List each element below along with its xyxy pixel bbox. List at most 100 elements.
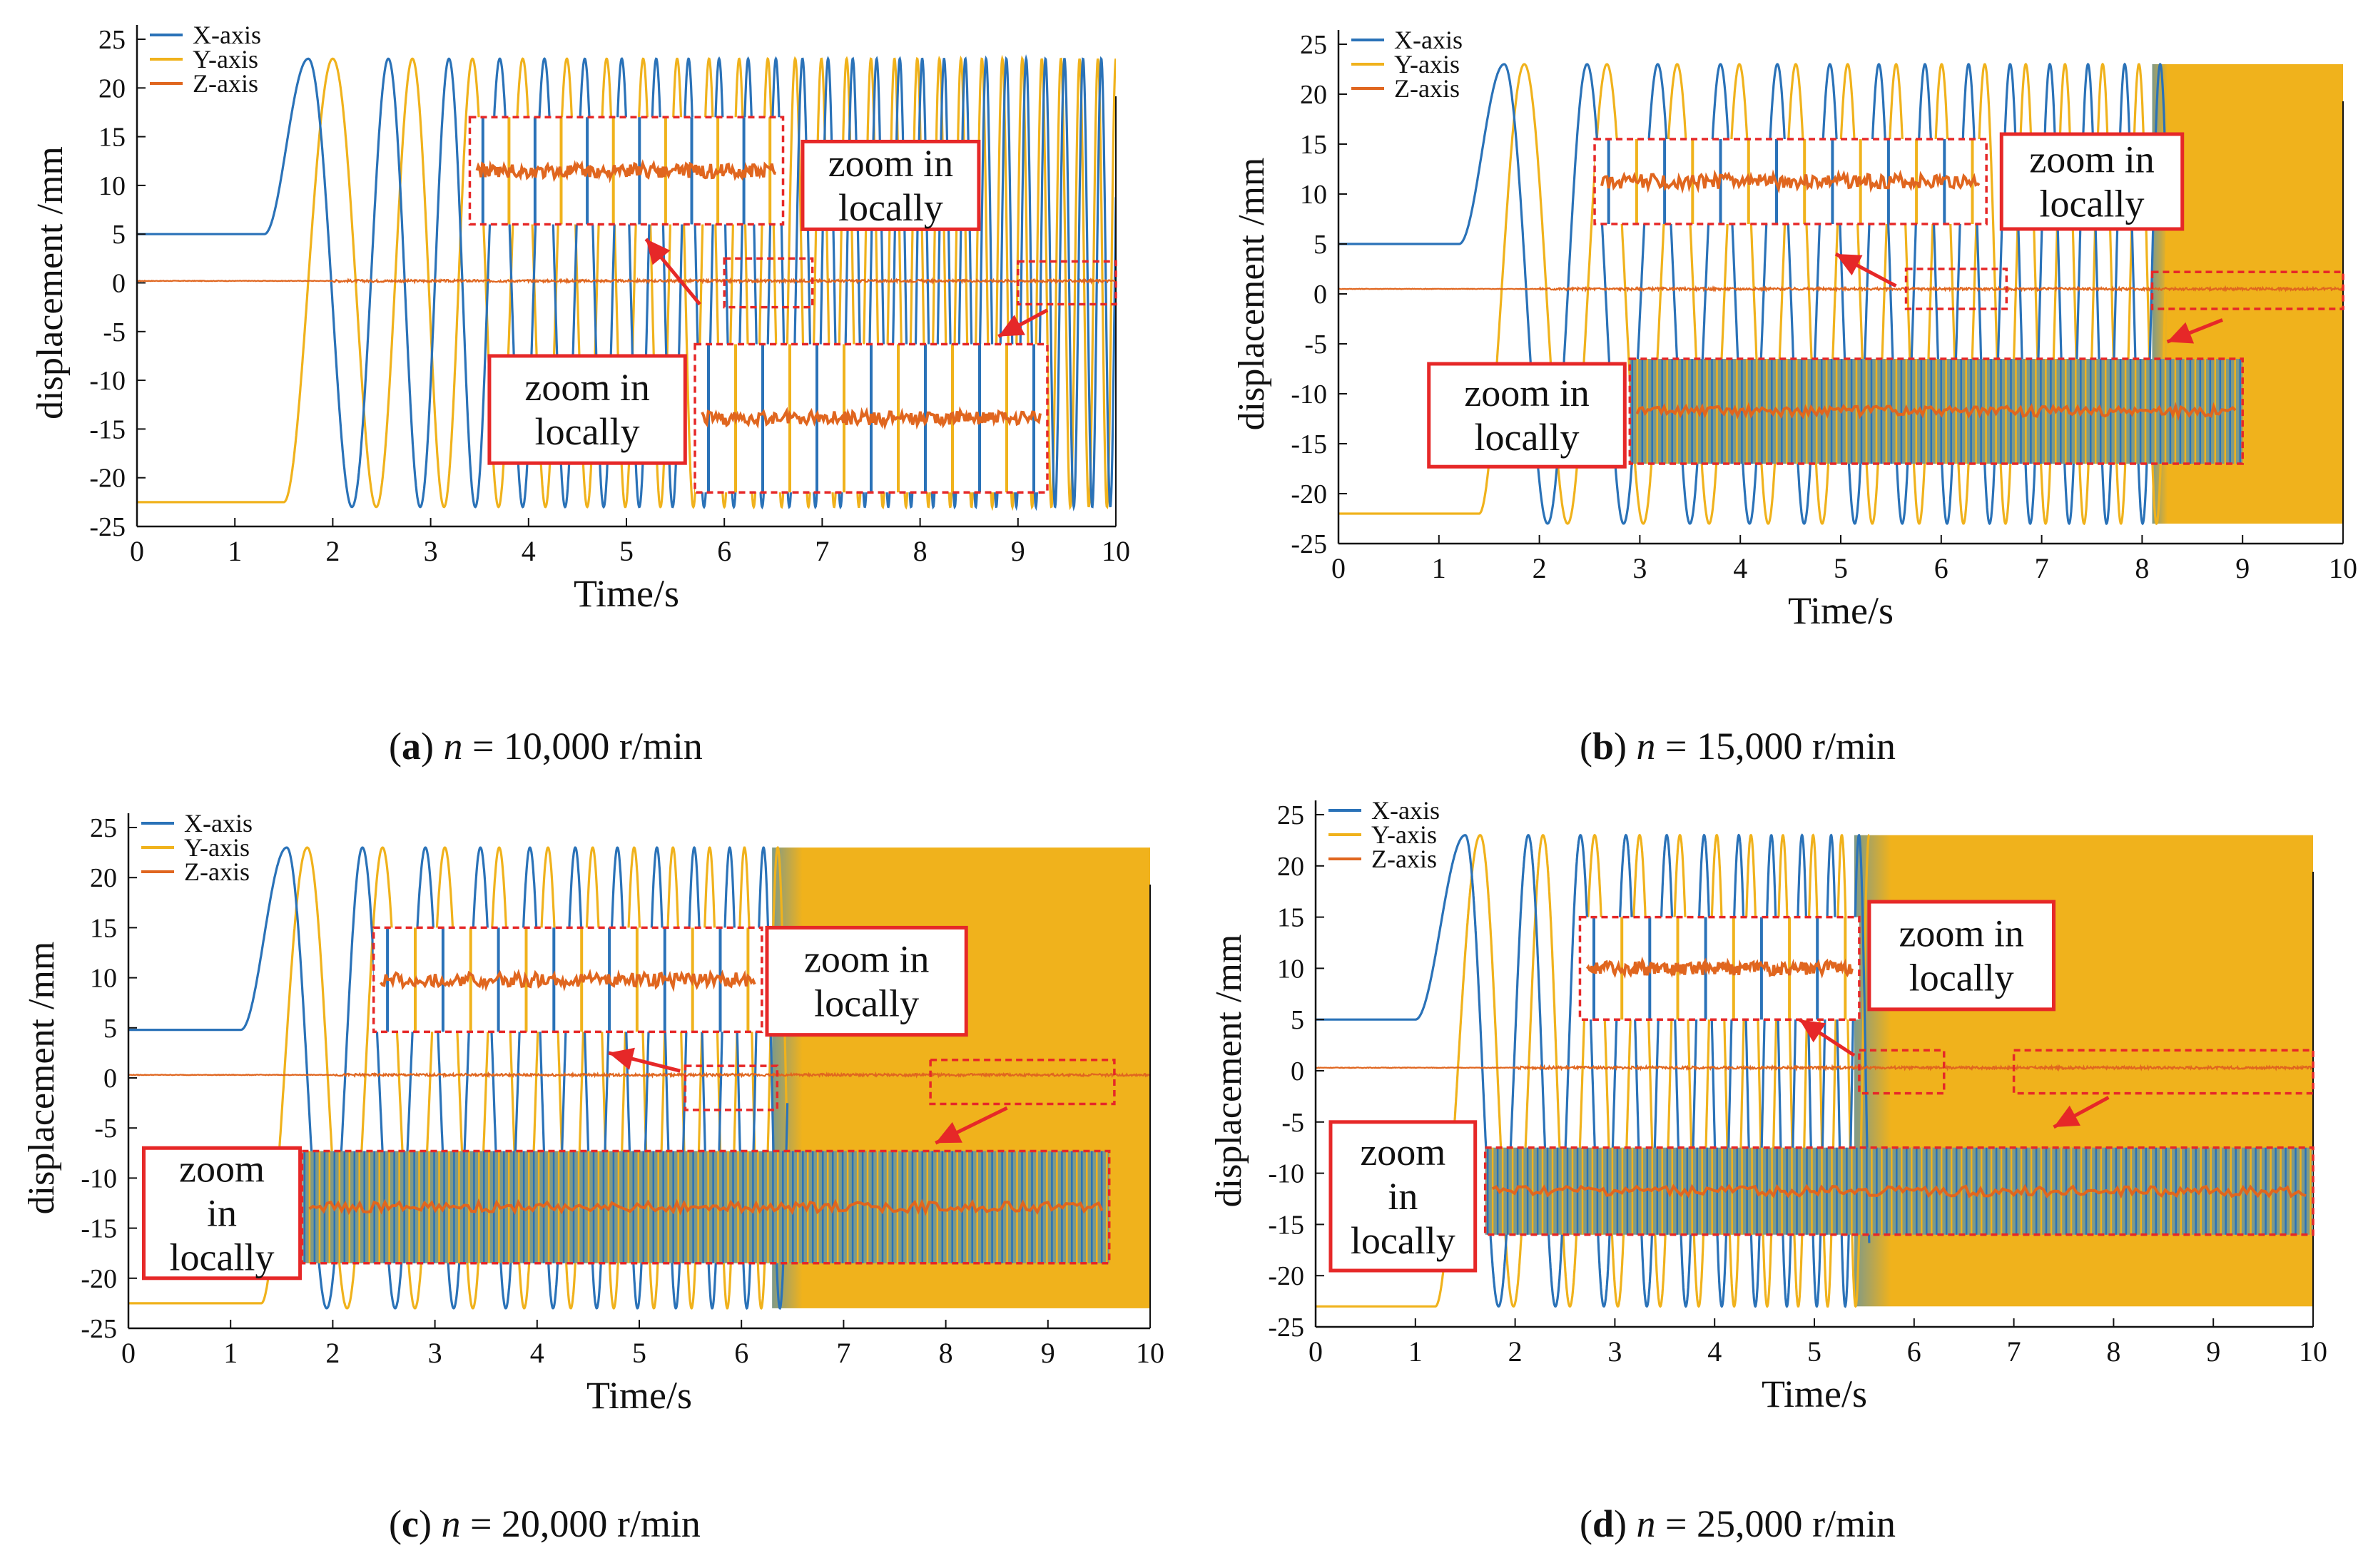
panel-d-zoom-label-2-text: zoom <box>1360 1131 1445 1174</box>
panel-d-y-tick-label: 10 <box>1277 954 1304 984</box>
panel-c-zoom-inset-1-background <box>373 927 762 1032</box>
panel-a-zoom-source-2 <box>1017 260 1117 306</box>
panel-d-zoom-inset-1-z-trace <box>1585 956 1854 979</box>
panel-c-x-tick-label: 9 <box>1041 1337 1055 1369</box>
panel-c-zoom-arrow-1-head <box>609 1047 635 1070</box>
panel-c-y-tick-label: -20 <box>81 1264 117 1294</box>
panel-b-x-tick-label: 8 <box>2135 552 2149 584</box>
panel-a-zoom-source-1 <box>723 257 814 309</box>
panel-b-y-tick-label: 0 <box>1313 280 1327 310</box>
panel-b-x-tick-label: 3 <box>1632 552 1647 584</box>
panel-a-x-tick-label: 10 <box>1102 535 1130 567</box>
panel-a-zoom-label-1 <box>801 139 981 231</box>
panel-c-y-tick-label: 10 <box>90 964 117 994</box>
panel-a-x-axis-label: Time/s <box>574 572 679 615</box>
panel-c-y-tick-label: 0 <box>103 1064 117 1094</box>
panel-c-zoom-inset-1-z-trace <box>380 968 756 992</box>
panel-b-y-tick-label: -10 <box>1291 380 1327 409</box>
chart-c: 0 1 2 3 4 5 6 7 8 9 10 25 20 15 10 5 0 -5 -10 -15 -20 -25 Time… <box>21 809 1164 1417</box>
panel-a-zoom-label-2 <box>487 354 687 465</box>
panel-b-x-axis-label: Time/s <box>1788 589 1894 632</box>
panel-a-x-tick-label: 6 <box>717 535 731 567</box>
panel-c-zoom-inset-2 <box>300 1149 1111 1265</box>
panel-c-zoom-source-2 <box>929 1058 1116 1106</box>
panel-a-zoom-inset-2-z-trace <box>701 406 1042 431</box>
panel-b-x-tick-label: 10 <box>2329 552 2357 584</box>
panel-a-y-tick-label: -20 <box>89 464 126 494</box>
panel-b-y-tick-label: 15 <box>1300 130 1327 160</box>
panel-a-series-z-axis <box>137 277 1116 285</box>
panel-b-x-tick-label: 6 <box>1934 552 1948 584</box>
panel-d-zoom-label-1-text: locally <box>1909 956 2014 999</box>
caption-c: (c) n = 20,000 r/min <box>389 1502 701 1545</box>
panel-b-legend-entry: Y-axis <box>1394 50 1460 78</box>
chart-panel-c: 0 1 2 3 4 5 6 7 8 9 10 25 20 15 10 5 0 -5 -10 -15 -20 -25 Time… <box>0 785 1177 1568</box>
panel-d-y-tick-label: -10 <box>1268 1159 1304 1189</box>
panel-c-zoom-label-1-text: locally <box>814 982 919 1025</box>
panel-b-zoom-inset-1 <box>1593 138 1988 225</box>
panel-a-x-tick-label: 5 <box>619 535 634 567</box>
panel-d-x-tick-label: 1 <box>1408 1335 1423 1368</box>
panel-d-zoom-arrow-1-head <box>1799 1019 1826 1043</box>
caption-a: (a) n = 10,000 r/min <box>389 725 703 768</box>
panel-c-legend-entry: Y-axis <box>184 833 250 862</box>
panel-c-zoom-label-2-text: in <box>207 1192 237 1235</box>
panel-a-zoom-inset-1-z-trace <box>475 159 777 183</box>
panel-b-x-tick-label: 1 <box>1432 552 1446 584</box>
panel-b-x-tick-label: 2 <box>1533 552 1547 584</box>
panel-d-zoom-arrow-2-head <box>2053 1105 2080 1127</box>
panel-d-x-tick-label: 7 <box>2007 1335 2021 1368</box>
panel-a-y-axis-label: displacement /mm <box>30 146 71 419</box>
panel-b-zoom-inset-2 <box>1628 357 2244 465</box>
panel-a-x-tick-label: 1 <box>228 535 242 567</box>
panel-b-series-x-axis <box>1338 62 2169 526</box>
panel-c-y-tick-label: 25 <box>90 813 117 843</box>
panel-d-legend-entry: Y-axis <box>1371 820 1437 849</box>
panel-d-y-axis-label: displacement /mm <box>1209 935 1249 1208</box>
panel-c-y-tick-label: 20 <box>90 863 117 893</box>
panel-d-y-tick-label: -15 <box>1268 1210 1304 1240</box>
panel-a-zoom-arrow-2-head <box>998 315 1025 337</box>
panel-a-zoom-inset-1 <box>468 116 785 226</box>
panel-b-x-tick-label: 5 <box>1834 552 1848 584</box>
panel-d-y-tick-label: -20 <box>1268 1261 1304 1291</box>
panel-a-zoom-inset-1-border <box>468 116 785 226</box>
panel-c-y-tick-label: -10 <box>81 1164 117 1193</box>
panel-c-y-tick-label: 15 <box>90 913 117 943</box>
panel-a-y-tick-label: 20 <box>98 73 126 103</box>
panel-a-x-tick-label: 3 <box>424 535 438 567</box>
panel-c-series-z-axis <box>128 1071 1150 1079</box>
chart-panel-b: 0 1 2 3 4 5 6 7 8 9 10 25 20 15 10 5 0 -5 -10 -15 -20 -25 Time… <box>1196 0 2373 770</box>
panel-d-zoom-inset-1 <box>1578 915 1861 1021</box>
panel-b-y-tick-label: -15 <box>1291 429 1327 459</box>
panel-d-x-tick-label: 0 <box>1309 1335 1323 1368</box>
panel-c-zoom-label-2 <box>141 1146 303 1281</box>
panel-d-x-tick-label: 4 <box>1707 1335 1722 1368</box>
panel-d-x-axis-label: Time/s <box>1762 1373 1867 1415</box>
panel-b-y-tick-label: 25 <box>1300 30 1327 60</box>
panel-a-legend-entry: Y-axis <box>193 45 258 73</box>
caption-d: (d) n = 25,000 r/min <box>1580 1502 1896 1545</box>
panel-c-zoom-inset-2-border <box>300 1149 1111 1265</box>
panel-b-x-tick-label: 7 <box>2035 552 2049 584</box>
panel-b-series-y-axis <box>1338 62 2169 526</box>
panel-d-zoom-label-2 <box>1328 1120 1478 1273</box>
panel-c-x-tick-label: 2 <box>325 1337 340 1369</box>
panel-b-y-tick-label: 20 <box>1300 80 1327 110</box>
panel-c-x-tick-label: 1 <box>223 1337 238 1369</box>
panel-d-x-tick-label: 3 <box>1607 1335 1622 1368</box>
panel-b-y-axis-label: displacement /mm <box>1231 158 1272 431</box>
panel-c-x-tick-label: 4 <box>530 1337 544 1369</box>
panel-a-y-tick-label: -15 <box>89 414 126 444</box>
panel-c-y-tick-label: 5 <box>103 1014 117 1044</box>
panel-d-x-tick-label: 5 <box>1807 1335 1821 1368</box>
panel-d-y-tick-label: 5 <box>1291 1005 1304 1035</box>
panel-b-legend-entry: Z-axis <box>1394 74 1460 103</box>
panel-b-legend-entry: X-axis <box>1394 26 1463 54</box>
panel-a-x-tick-label: 8 <box>913 535 928 567</box>
panel-a-legend-entry: Z-axis <box>193 69 258 98</box>
panel-c-y-tick-label: -5 <box>94 1114 117 1144</box>
panel-b-zoom-label-2 <box>1427 362 1627 469</box>
panel-b-zoom-arrow-1-head <box>1836 254 1863 276</box>
panel-d-y-tick-label: -5 <box>1281 1108 1304 1138</box>
